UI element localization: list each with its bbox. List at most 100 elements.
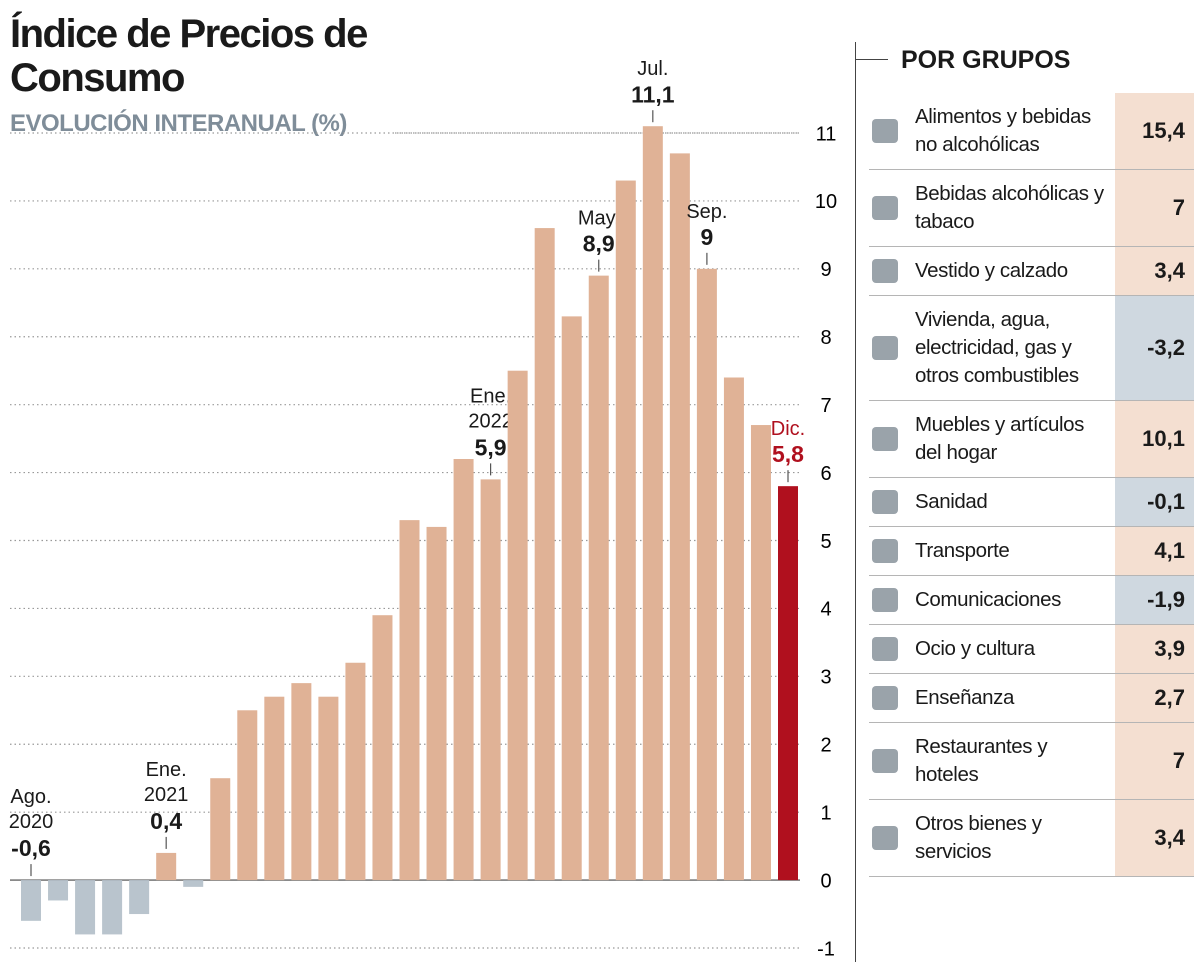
group-label: Vivienda, agua, electricidad, gas y otro… [915, 308, 1079, 387]
category-label: Ene. 2022 [468, 386, 513, 433]
icon-cell [869, 478, 915, 526]
icon-shape [872, 749, 898, 773]
group-label: Sanidad [915, 490, 988, 513]
icon [872, 749, 898, 773]
group-label: Vestido y calzado [915, 259, 1068, 282]
group-value: 7 [1115, 723, 1194, 799]
value-label: 5,9 [475, 434, 507, 460]
group-value: -3,2 [1115, 296, 1194, 400]
bar [669, 153, 690, 881]
y-tick-label: 11 [816, 123, 837, 145]
bar [507, 370, 528, 881]
group-row: Muebles y artículos del hogar 10,1 [869, 401, 1194, 478]
group-row: Vivienda, agua, electricidad, gas y otro… [869, 296, 1194, 401]
group-label: Comunicaciones [915, 588, 1061, 611]
y-tick-label: -1 [817, 938, 835, 960]
chart-subtitle: EVOLUCIÓN INTERANUAL (%) [10, 110, 347, 137]
value-label: -0,6 [11, 835, 51, 861]
bar [750, 425, 771, 881]
bar [372, 615, 393, 881]
icon-shape [872, 427, 898, 451]
icon-shape [872, 539, 898, 563]
icon [872, 119, 898, 143]
bar [156, 852, 177, 881]
y-tick-label: 0 [820, 870, 831, 892]
group-label: Restaurantes y hoteles [915, 735, 1048, 786]
bar [318, 696, 339, 881]
value-label: 11,1 [631, 81, 675, 107]
group-value: 2,7 [1115, 674, 1194, 722]
value-label: 9 [700, 224, 713, 250]
group-label: Ocio y cultura [915, 637, 1035, 660]
group-label: Muebles y artículos del hogar [915, 413, 1085, 464]
value-label: 5,8 [772, 441, 804, 467]
bar [237, 710, 258, 881]
bar [102, 880, 123, 935]
icon [872, 686, 898, 710]
group-row: Comunicaciones -1,9 [869, 576, 1194, 625]
groups-table: Alimentos y bebidas no alcohólicas 15,4 Be… [869, 93, 1194, 877]
bar [453, 459, 474, 881]
bar [534, 228, 555, 881]
bar [561, 316, 582, 881]
bar [210, 778, 231, 881]
icon-cell [869, 800, 915, 876]
group-row: Enseñanza 2,7 [869, 674, 1194, 723]
group-row: Transporte 4,1 [869, 527, 1194, 576]
y-tick-label: 5 [820, 531, 831, 553]
icon-cell [869, 247, 915, 295]
groups-panel: POR GRUPOS Alimentos y bebidas no alcohó… [855, 42, 1194, 962]
icon [872, 637, 898, 661]
y-tick-label: 7 [820, 395, 831, 417]
icon [872, 588, 898, 612]
bar [345, 662, 366, 881]
icon [872, 336, 898, 360]
bar [21, 880, 41, 921]
y-tick-label: 10 [815, 191, 837, 213]
y-tick-label: 6 [820, 463, 831, 485]
group-value: 10,1 [1115, 401, 1194, 477]
bar [615, 180, 636, 881]
icon-cell [869, 723, 915, 799]
groups-title: POR GRUPOS [901, 46, 1071, 74]
group-label: Enseñanza [915, 686, 1014, 709]
group-value: 3,9 [1115, 625, 1194, 673]
category-label: Ago. 2020 [9, 786, 54, 833]
chart-title: Índice de Precios de Consumo [10, 12, 368, 100]
group-row: Alimentos y bebidas no alcohólicas 15,4 [869, 93, 1194, 170]
category-label: Sep. [686, 201, 727, 223]
bar [778, 486, 798, 881]
icon-cell [869, 527, 915, 575]
bar [264, 696, 285, 881]
group-value: 3,4 [1115, 800, 1194, 876]
icon [872, 826, 898, 850]
bar [75, 880, 96, 935]
group-label: Otros bienes y servicios [915, 812, 1042, 863]
icon-shape [872, 686, 898, 710]
group-value: 3,4 [1115, 247, 1194, 295]
icon-shape [872, 588, 898, 612]
bar [480, 479, 501, 881]
icon-shape [872, 490, 898, 514]
group-value: 4,1 [1115, 527, 1194, 575]
icon [872, 259, 898, 283]
y-tick-label: 1 [820, 802, 831, 824]
category-label: Ene. 2021 [144, 759, 189, 806]
y-tick-label: 9 [820, 259, 831, 281]
icon [872, 490, 898, 514]
bar [696, 268, 717, 881]
icon-cell [869, 401, 915, 477]
icon [872, 427, 898, 451]
bar [588, 275, 609, 881]
value-label: 8,9 [583, 231, 615, 257]
icon-shape [872, 196, 898, 220]
icon-cell [869, 674, 915, 722]
category-label: Jul. [637, 58, 668, 80]
group-row: Sanidad -0,1 [869, 478, 1194, 527]
group-value: 15,4 [1115, 93, 1194, 169]
icon-cell [869, 296, 915, 400]
bar [642, 126, 663, 881]
icon-cell [869, 625, 915, 673]
panel-rule [856, 59, 888, 60]
